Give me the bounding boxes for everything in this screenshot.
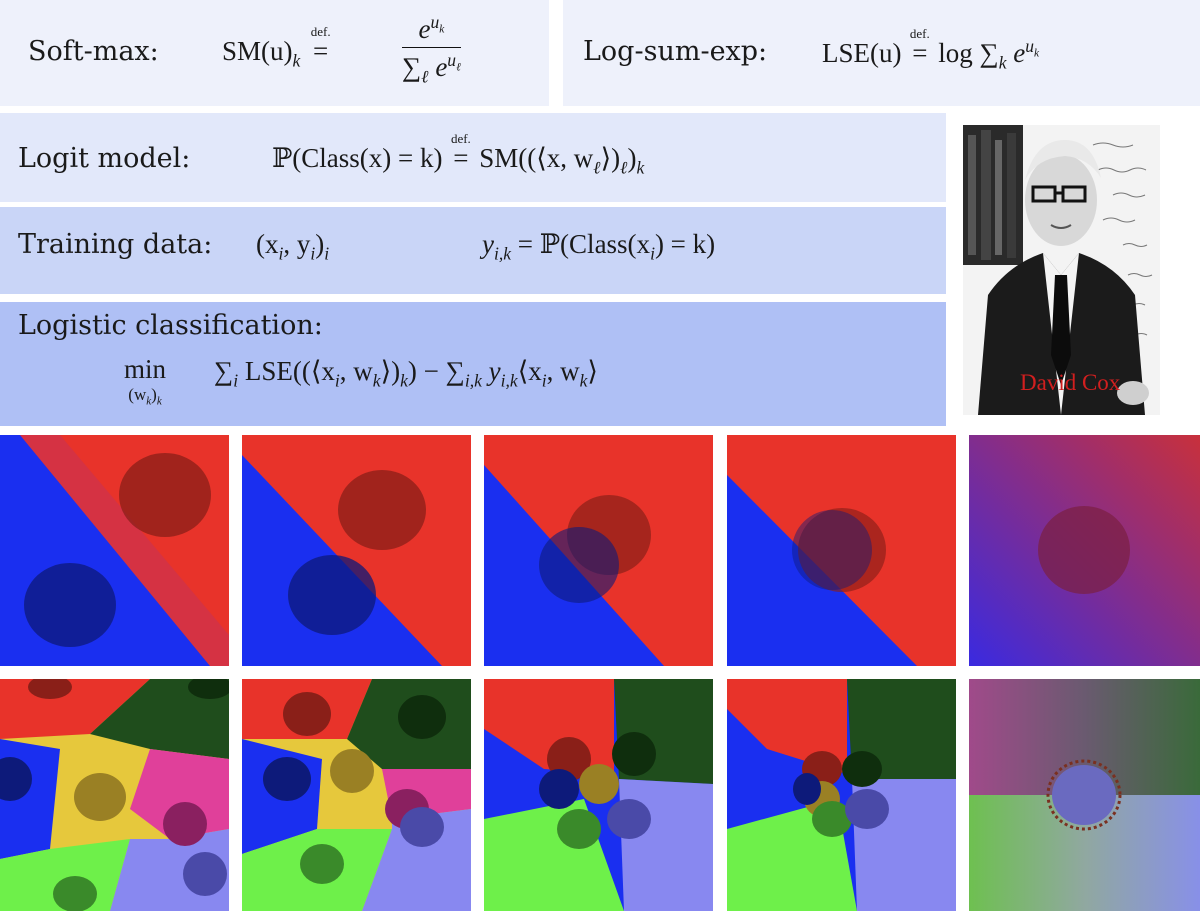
logit-formula: ℙ(Class(x) = k) = def. SM((⟨x, wℓ⟩)ℓ)k (272, 131, 645, 178)
lse-box (563, 0, 1200, 106)
logistic-min: min (wk)k (124, 354, 167, 408)
multiclass-panel-5 (969, 679, 1200, 911)
multiclass-panel-1 (0, 679, 229, 911)
training-box (0, 207, 946, 294)
multiclass-panel-4 (727, 679, 956, 911)
lse-formula: LSE(u) = def. log ∑k euk (822, 26, 1040, 73)
logistic-label: Logistic classification: (18, 310, 323, 341)
logit-label: Logit model: (18, 143, 191, 174)
training-pairs: (xi, yi)i (256, 229, 330, 264)
softmax-box (0, 0, 549, 106)
multiclass-panel-2 (242, 679, 471, 911)
softmax-label: Soft-max: (28, 36, 159, 67)
multiclass-panel-3 (484, 679, 713, 911)
binary-panel-2 (242, 435, 471, 666)
softmax-lhs: SM(u)k = def. (222, 24, 331, 71)
training-y: yi,k = ℙ(Class(xi) = k) (482, 229, 716, 264)
binary-panel-3 (484, 435, 713, 666)
lse-label: Log-sum-exp: (583, 36, 768, 67)
softmax-fraction: euk ∑ℓ euℓ (402, 12, 461, 87)
training-label: Training data: (18, 229, 213, 260)
binary-panel-4 (727, 435, 956, 666)
def-tag: def. (310, 24, 331, 39)
logistic-box (0, 302, 946, 426)
portrait-photo (963, 125, 1160, 415)
binary-panel-5 (969, 435, 1200, 666)
binary-panel-1 (0, 435, 229, 666)
logistic-objective: ∑i LSE((⟨xi, wk⟩)k) − ∑i,k yi,k⟨xi, wk⟩ (214, 356, 598, 391)
logit-box (0, 113, 946, 202)
portrait-caption: David Cox (1020, 370, 1121, 395)
